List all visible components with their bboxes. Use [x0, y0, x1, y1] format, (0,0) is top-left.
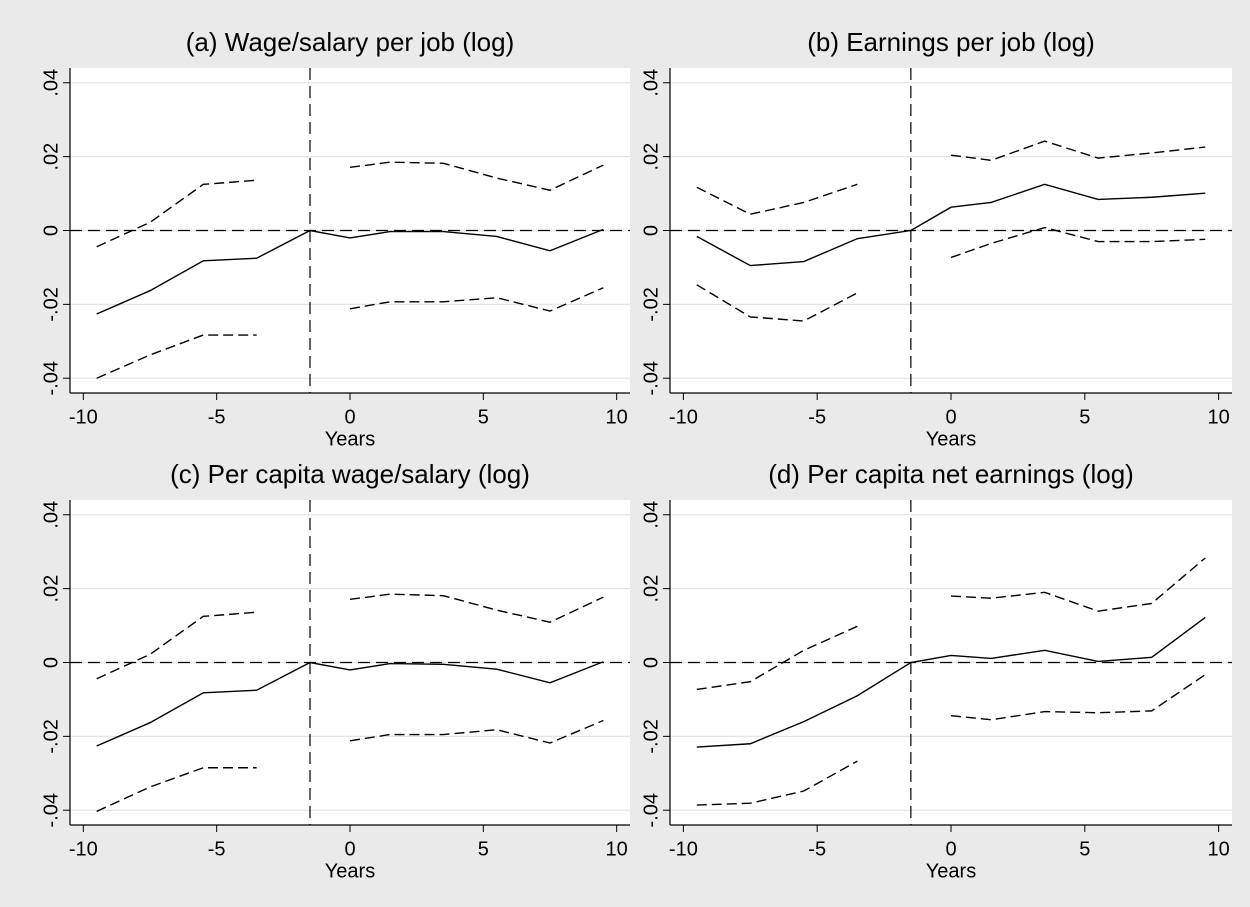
- y-tick-label: -.02: [640, 287, 662, 321]
- x-tick-label: 0: [945, 406, 956, 428]
- ci-line: [696, 226, 1206, 322]
- y-tick-label: .04: [40, 69, 62, 97]
- ci-line: [96, 287, 604, 379]
- y-tick-label: 0: [640, 225, 662, 236]
- estimate-line: [696, 616, 1206, 748]
- y-tick-label: 0: [640, 657, 662, 668]
- y-tick-label: 0: [40, 225, 62, 236]
- estimate-line: [96, 228, 604, 315]
- panel-title: (a) Wage/salary per job (log): [186, 27, 515, 57]
- x-tick-label: -5: [808, 406, 826, 428]
- y-tick-label: 0: [40, 657, 62, 668]
- x-tick-label: 10: [606, 406, 628, 428]
- x-tick-label: 5: [478, 406, 489, 428]
- y-tick-label: -.02: [40, 287, 62, 321]
- y-tick-label: .02: [640, 575, 662, 603]
- y-tick-label: -.02: [40, 719, 62, 753]
- x-axis-title: Years: [926, 860, 976, 882]
- ci-line: [96, 593, 604, 680]
- x-tick-label: 10: [1207, 838, 1229, 860]
- x-tick-label: 5: [478, 838, 489, 860]
- y-tick-label: .04: [40, 501, 62, 529]
- y-tick-label: .02: [40, 143, 62, 171]
- x-tick-label: -10: [669, 406, 698, 428]
- x-tick-label: -5: [208, 406, 226, 428]
- y-tick-label: .02: [640, 143, 662, 171]
- estimate-line: [96, 661, 604, 747]
- x-axis-title: Years: [926, 428, 976, 450]
- x-tick-label: -5: [208, 838, 226, 860]
- ci-line: [696, 140, 1206, 215]
- ci-line: [696, 674, 1206, 806]
- panel-title: (b) Earnings per job (log): [807, 27, 1095, 57]
- x-tick-label: 10: [606, 838, 628, 860]
- y-tick-label: .04: [640, 69, 662, 97]
- ci-line: [96, 161, 604, 248]
- y-tick-label: -.04: [40, 361, 62, 395]
- x-tick-label: -10: [69, 406, 98, 428]
- x-tick-label: -10: [69, 838, 98, 860]
- y-tick-label: .02: [40, 575, 62, 603]
- x-axis-title: Years: [325, 860, 375, 882]
- x-axis-title: Years: [325, 428, 375, 450]
- ci-line: [696, 557, 1206, 691]
- x-tick-label: 5: [1079, 406, 1090, 428]
- x-tick-label: -5: [808, 838, 826, 860]
- panel-title: (d) Per capita net earnings (log): [768, 459, 1134, 489]
- ci-line: [96, 719, 604, 812]
- x-tick-label: 5: [1079, 838, 1090, 860]
- panel-title: (c) Per capita wage/salary (log): [170, 459, 530, 489]
- x-tick-label: 0: [344, 838, 355, 860]
- y-tick-label: -.04: [640, 793, 662, 827]
- x-tick-label: 0: [945, 838, 956, 860]
- estimate-line: [696, 183, 1206, 267]
- y-tick-label: -.04: [640, 361, 662, 395]
- x-tick-label: -10: [669, 838, 698, 860]
- y-tick-label: -.02: [640, 719, 662, 753]
- x-tick-label: 10: [1207, 406, 1229, 428]
- x-tick-label: 0: [344, 406, 355, 428]
- y-tick-label: .04: [640, 501, 662, 529]
- y-tick-label: -.04: [40, 793, 62, 827]
